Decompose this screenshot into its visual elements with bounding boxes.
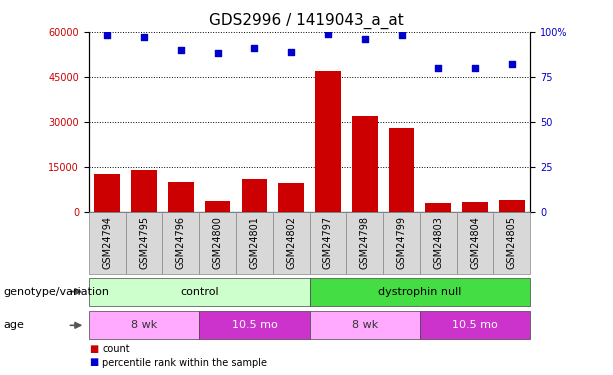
Point xyxy=(470,65,480,71)
Text: GSM24799: GSM24799 xyxy=(397,216,406,269)
Bar xyxy=(352,116,378,212)
Bar xyxy=(389,128,414,212)
Point xyxy=(433,65,443,71)
Bar xyxy=(131,170,157,212)
Text: GSM24800: GSM24800 xyxy=(213,216,223,269)
Text: 8 wk: 8 wk xyxy=(131,320,157,330)
Text: 10.5 mo: 10.5 mo xyxy=(232,320,277,330)
Bar xyxy=(462,202,488,212)
Text: GSM24796: GSM24796 xyxy=(176,216,186,269)
Text: ■: ■ xyxy=(89,344,98,354)
Bar xyxy=(205,201,230,212)
Text: GSM24804: GSM24804 xyxy=(470,216,480,269)
Text: GSM24803: GSM24803 xyxy=(433,216,443,269)
Text: 8 wk: 8 wk xyxy=(352,320,378,330)
Text: percentile rank within the sample: percentile rank within the sample xyxy=(102,357,267,368)
Bar xyxy=(168,182,194,212)
Text: GDS2996 / 1419043_a_at: GDS2996 / 1419043_a_at xyxy=(209,13,404,29)
Text: GSM24801: GSM24801 xyxy=(249,216,259,269)
Bar xyxy=(94,174,120,212)
Text: GSM24797: GSM24797 xyxy=(323,216,333,269)
Bar xyxy=(242,179,267,212)
Text: control: control xyxy=(180,286,219,297)
Point xyxy=(323,31,333,37)
Text: count: count xyxy=(102,344,130,354)
Point xyxy=(360,36,370,42)
Bar xyxy=(425,203,451,212)
Text: 10.5 mo: 10.5 mo xyxy=(452,320,498,330)
Bar xyxy=(315,71,341,212)
Point xyxy=(139,34,149,40)
Text: age: age xyxy=(3,320,24,330)
Point xyxy=(286,49,296,55)
Point xyxy=(176,47,186,53)
Point xyxy=(507,61,517,67)
Point xyxy=(249,45,259,51)
Bar xyxy=(278,183,304,212)
Text: GSM24794: GSM24794 xyxy=(102,216,112,269)
Point xyxy=(397,33,406,39)
Text: dystrophin null: dystrophin null xyxy=(378,286,462,297)
Text: GSM24798: GSM24798 xyxy=(360,216,370,269)
Point xyxy=(102,33,112,39)
Text: GSM24802: GSM24802 xyxy=(286,216,296,269)
Text: GSM24805: GSM24805 xyxy=(507,216,517,269)
Bar xyxy=(499,201,525,212)
Text: GSM24795: GSM24795 xyxy=(139,216,149,269)
Text: genotype/variation: genotype/variation xyxy=(3,286,109,297)
Text: ■: ■ xyxy=(89,357,98,368)
Point xyxy=(213,51,223,57)
